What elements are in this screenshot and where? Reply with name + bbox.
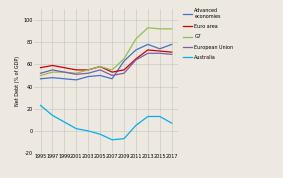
Australia [98,133,102,135]
G7 [122,58,126,60]
European Union [134,59,138,61]
G7 [51,71,54,73]
Australia [110,139,114,141]
G7 [75,72,78,74]
Euro area [39,67,42,69]
Advanced
economies [63,78,66,80]
European Union [122,72,126,74]
European Union [51,69,54,71]
Australia [39,104,42,106]
Advanced
economies [51,77,54,79]
G7 [110,69,114,71]
Advanced
economies [146,43,150,45]
G7 [146,27,150,29]
Euro area [98,66,102,68]
G7 [87,69,90,71]
Euro area [134,58,138,60]
Euro area [146,49,150,51]
European Union [63,71,66,73]
European Union [98,69,102,71]
G7 [63,71,66,73]
Advanced
economies [98,74,102,77]
Advanced
economies [170,43,173,45]
Advanced
economies [122,60,126,62]
Advanced
economies [75,79,78,81]
Advanced
economies [134,49,138,51]
Euro area [75,69,78,71]
G7 [98,66,102,68]
European Union [146,52,150,54]
Line: Australia: Australia [40,105,172,140]
Legend: Advanced
economies, Euro area, G7, European Union, Australia: Advanced economies, Euro area, G7, Europ… [181,6,235,62]
European Union [170,53,173,55]
Australia [63,121,66,123]
Australia [146,115,150,117]
Line: Advanced
economies: Advanced economies [40,44,172,80]
Line: European Union: European Union [40,53,172,75]
Euro area [170,51,173,53]
Advanced
economies [87,75,90,78]
European Union [158,52,162,54]
G7 [134,38,138,40]
Advanced
economies [39,78,42,80]
Euro area [110,71,114,73]
European Union [39,72,42,74]
Advanced
economies [110,78,114,80]
European Union [75,73,78,75]
Euro area [122,69,126,71]
European Union [87,72,90,74]
Australia [75,128,78,130]
Advanced
economies [158,48,162,50]
Euro area [87,69,90,71]
Euro area [63,67,66,69]
Australia [134,124,138,126]
Line: Euro area: Euro area [40,50,172,72]
Euro area [158,50,162,52]
G7 [158,28,162,30]
Line: G7: G7 [40,28,172,75]
Australia [87,130,90,132]
G7 [39,74,42,77]
Australia [122,138,126,140]
Australia [158,115,162,117]
European Union [110,74,114,77]
G7 [170,28,173,30]
Australia [51,114,54,116]
Australia [170,122,173,124]
Y-axis label: Net Debt (% of GDP): Net Debt (% of GDP) [15,56,20,106]
Euro area [51,64,54,67]
